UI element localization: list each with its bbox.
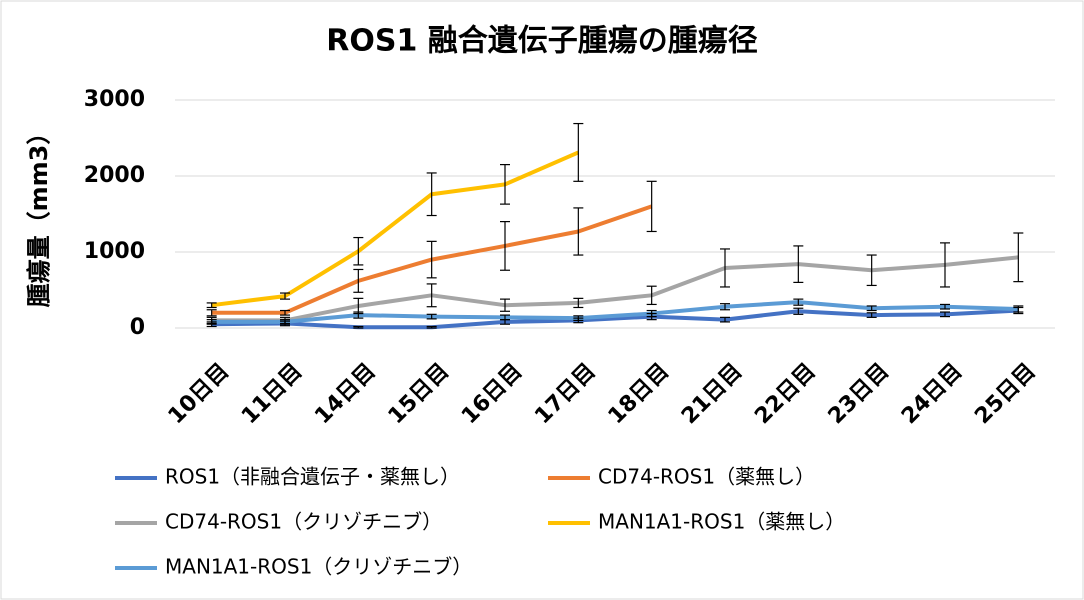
error-bar [353, 311, 364, 319]
legend-label: ROS1（非融合遺伝子・薬無し） [165, 465, 460, 489]
error-bar [280, 319, 290, 325]
error-bar [500, 164, 510, 205]
error-bar [426, 240, 437, 279]
series-line [211, 255, 1019, 323]
error-bar [793, 307, 804, 315]
error-bar [646, 285, 657, 306]
error-bar [720, 303, 730, 311]
y-axis-label: 腫瘍量（mm3） [25, 121, 53, 308]
error-bar [720, 316, 730, 323]
error-bar [426, 325, 437, 329]
error-bar [1013, 232, 1024, 283]
error-bar [940, 311, 950, 318]
error-bar [646, 180, 657, 233]
error-bar [280, 309, 290, 316]
error-bar [720, 248, 730, 288]
error-bar [353, 236, 364, 266]
error-bar [206, 302, 217, 309]
error-bar [426, 172, 437, 217]
error-bar [573, 122, 584, 182]
y-tick-label: 3000 [84, 87, 145, 112]
error-bar [500, 298, 510, 312]
error-bar [866, 312, 877, 318]
error-bar [206, 319, 217, 325]
error-bar [793, 298, 804, 306]
error-bar [280, 292, 290, 300]
y-tick-label: 2000 [84, 163, 145, 188]
legend-label: MAN1A1-ROS1（クリゾチニブ） [165, 555, 472, 579]
legend-label: CD74-ROS1（薬無し） [598, 465, 815, 489]
y-tick-label: 1000 [84, 239, 145, 264]
error-bar [500, 314, 510, 321]
error-bar [353, 268, 364, 293]
legend-label: MAN1A1-ROS1（薬無し） [598, 510, 845, 534]
error-bar [1013, 305, 1024, 313]
error-bar [646, 309, 657, 318]
error-bar [866, 254, 877, 287]
error-bar [573, 207, 584, 256]
y-tick-label: 0 [130, 315, 145, 340]
error-bar [940, 242, 950, 288]
error-bar [353, 325, 364, 329]
series-line [211, 150, 580, 308]
series-line [211, 308, 1019, 330]
error-bar [426, 283, 437, 308]
error-bar [206, 309, 217, 317]
error-bar [940, 303, 950, 310]
chart-title: ROS1 融合遺伝子腫瘍の腫瘍径 [326, 24, 758, 59]
error-bar [426, 313, 437, 320]
error-bar [866, 305, 877, 312]
legend-label: CD74-ROS1（クリゾチニブ） [165, 510, 442, 534]
error-bar [500, 221, 510, 271]
error-bar [573, 315, 584, 321]
error-bar [573, 297, 584, 309]
series-line [211, 300, 1019, 324]
error-bar [793, 245, 804, 283]
